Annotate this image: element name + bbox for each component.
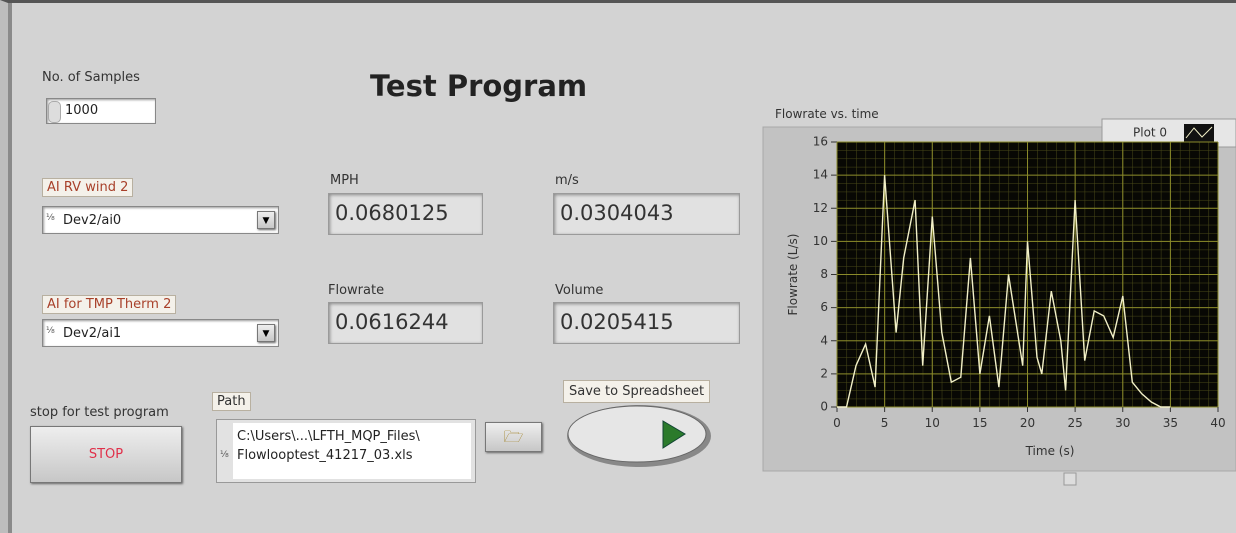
scroll-box[interactable] — [1064, 473, 1076, 485]
y-tick-label: 16 — [813, 135, 828, 149]
x-tick-label: 40 — [1210, 416, 1225, 430]
x-tick-label: 30 — [1115, 416, 1130, 430]
y-tick-label: 6 — [820, 300, 828, 314]
y-tick-label: 14 — [813, 168, 828, 182]
y-tick-label: 8 — [820, 267, 828, 281]
x-tick-label: 15 — [972, 416, 987, 430]
chart-title: Flowrate vs. time — [775, 107, 879, 121]
x-tick-label: 5 — [881, 416, 889, 430]
y-axis-label: Flowrate (L/s) — [786, 234, 800, 316]
legend-label: Plot 0 — [1133, 126, 1167, 140]
y-tick-label: 2 — [820, 366, 828, 380]
x-tick-label: 20 — [1020, 416, 1035, 430]
x-tick-label: 10 — [925, 416, 940, 430]
y-tick-label: 10 — [813, 234, 828, 248]
chart: Flowrate vs. time Plot 0 0 2 4 6 8 10 12 14 16 0 5… — [8, 3, 1236, 533]
x-tick-label: 35 — [1163, 416, 1178, 430]
y-tick-label: 0 — [820, 400, 828, 414]
y-tick-label: 12 — [813, 201, 828, 215]
x-axis-label: Time (s) — [1025, 444, 1075, 458]
front-panel: Test Program No. of Samples 1000 AI RV w… — [0, 0, 1236, 533]
y-tick-label: 4 — [820, 333, 828, 347]
x-tick-label: 25 — [1067, 416, 1082, 430]
x-tick-label: 0 — [833, 416, 841, 430]
